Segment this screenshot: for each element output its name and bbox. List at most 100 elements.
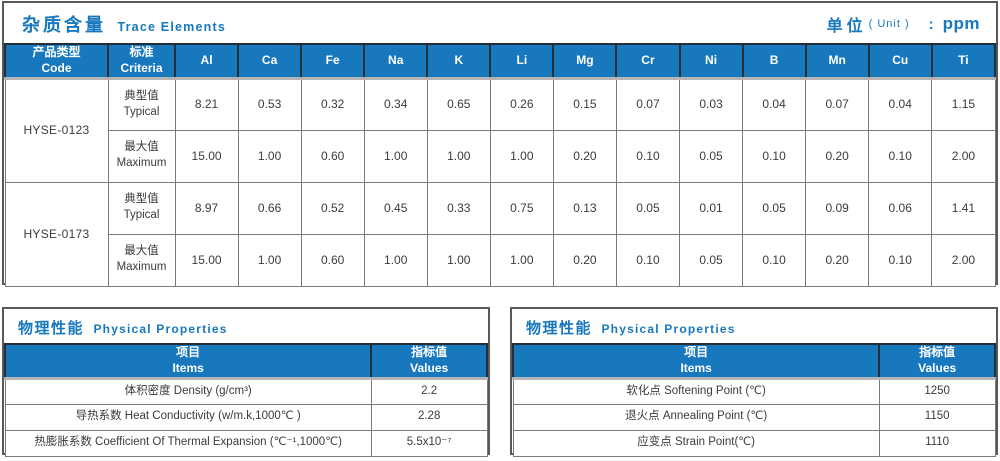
value-cell: 15.00 [174, 129, 239, 183]
trace-elements-title-en: Trace Elements [117, 20, 226, 34]
value-cell: 2.00 [931, 233, 996, 287]
trace-elements-title: 杂质含量 Trace Elements [22, 11, 226, 37]
unit-label: 单位 ( Unit ) : ppm [827, 12, 980, 36]
value-cell: 0.34 [363, 77, 428, 131]
table-row-annealing-point: 退火点 Annealing Point (℃) 1150 [512, 403, 996, 431]
physical-right-title-row: 物理性能 Physical Properties [512, 309, 996, 343]
unit-label-zh: 单位 [826, 18, 867, 35]
physical-left-header-row: 项目 Items 指标值 Values [3, 343, 488, 380]
value-cell: 1.00 [237, 233, 302, 287]
value-cell: 0.10 [742, 233, 807, 287]
value-cell: 0.26 [489, 77, 554, 131]
value-cell: 0.20 [805, 233, 870, 287]
header-element-b: B [741, 43, 807, 80]
trace-header-row: 产品类型 Code 标准 Criteria Al Ca Fe Na K Li M… [4, 43, 997, 80]
item-cell: 热膨胀系数 Coefficient Of Thermal Expansion (… [4, 429, 372, 457]
value-cell: 0.05 [615, 181, 681, 235]
value-cell: 1.00 [426, 233, 491, 287]
value-cell: 1.00 [489, 129, 554, 183]
value-cell: 0.05 [678, 233, 744, 287]
physical-properties-panel-right: 物理性能 Physical Properties 项目 Items 指标值 Va… [510, 307, 998, 457]
value-cell: 0.20 [805, 129, 870, 183]
value-cell: 1.00 [237, 129, 302, 183]
table-row-heat-conductivity: 导热系数 Heat Conductivity (w/m.k,1000℃ ) 2.… [4, 403, 488, 431]
physical-right-table: 项目 Items 指标值 Values 软化点 Softening Point … [511, 343, 996, 457]
value-cell: 0.09 [805, 181, 870, 235]
header-code: 产品类型 Code [4, 43, 109, 80]
physical-right-title-en: Physical Properties [601, 321, 736, 336]
item-cell: 软化点 Softening Point (℃) [512, 377, 880, 405]
value-cell: 8.21 [174, 77, 239, 131]
value-cell: 0.13 [552, 181, 617, 235]
header-element-cu: Cu [867, 43, 933, 80]
product-code-hyse0173: HYSE-0173 [4, 181, 109, 287]
value-cell: 0.03 [678, 77, 744, 131]
value-cell: 0.10 [615, 233, 681, 287]
header-values: 指标值 Values [370, 343, 488, 380]
physical-left-title-row: 物理性能 Physical Properties [4, 309, 488, 343]
physical-left-table: 项目 Items 指标值 Values 体积密度 Density (g/cm³)… [3, 343, 488, 457]
value-cell: 0.10 [615, 129, 681, 183]
physical-left-title: 物理性能 Physical Properties [18, 317, 228, 338]
value-cell: 1250 [878, 377, 996, 405]
physical-right-title: 物理性能 Physical Properties [526, 317, 736, 338]
value-cell: 2.00 [931, 129, 996, 183]
physical-left-title-zh: 物理性能 [18, 319, 85, 337]
trace-elements-title-zh: 杂质含量 [22, 15, 106, 35]
value-cell: 0.07 [805, 77, 870, 131]
unit-value: ppm [942, 14, 980, 33]
criteria-typical-label: 典型值 Typical [107, 181, 176, 235]
value-cell: 1150 [878, 403, 996, 431]
header-element-ca: Ca [237, 43, 303, 80]
physical-properties-panel-left: 物理性能 Physical Properties 项目 Items 指标值 Va… [2, 307, 490, 457]
value-cell: 0.32 [300, 77, 365, 131]
value-cell: 0.33 [426, 181, 491, 235]
value-cell: 15.00 [174, 233, 239, 287]
unit-label-en: ( Unit ) [868, 18, 910, 30]
value-cell: 1.00 [363, 129, 428, 183]
header-element-mn: Mn [804, 43, 870, 80]
value-cell: 1.00 [489, 233, 554, 287]
value-cell: 0.05 [742, 181, 807, 235]
header-element-ti: Ti [930, 43, 997, 80]
header-element-k: K [426, 43, 492, 80]
value-cell: 0.75 [489, 181, 554, 235]
trace-elements-title-row: 杂质含量 Trace Elements 单位 ( Unit ) : ppm [4, 3, 996, 43]
value-cell: 5.5x10⁻⁷ [370, 429, 488, 457]
physical-right-header-row: 项目 Items 指标值 Values [511, 343, 996, 380]
table-row-thermal-expansion: 热膨胀系数 Coefficient Of Thermal Expansion (… [4, 429, 488, 457]
value-cell: 0.15 [552, 77, 617, 131]
table-row-density: 体积密度 Density (g/cm³) 2.2 [4, 377, 488, 405]
value-cell: 1.41 [931, 181, 996, 235]
value-cell: 1.00 [426, 129, 491, 183]
value-cell: 0.45 [363, 181, 428, 235]
trace-elements-table: 产品类型 Code 标准 Criteria Al Ca Fe Na K Li M… [4, 43, 997, 287]
header-element-cr: Cr [615, 43, 681, 80]
unit-colon: : [928, 15, 934, 33]
item-cell: 应变点 Strain Point(℃) [512, 429, 880, 457]
value-cell: 0.60 [300, 233, 365, 287]
physical-right-title-zh: 物理性能 [526, 319, 593, 337]
header-element-li: Li [489, 43, 555, 80]
table-row-hyse0173-typical: HYSE-0173 典型值 Typical 8.97 0.66 0.52 0.4… [4, 181, 996, 287]
value-cell: 0.07 [615, 77, 681, 131]
physical-properties-row: 物理性能 Physical Properties 项目 Items 指标值 Va… [2, 307, 998, 457]
value-cell: 2.28 [370, 403, 488, 431]
value-cell: 1110 [878, 429, 996, 457]
header-items: 项目 Items [3, 343, 373, 380]
value-cell: 0.06 [868, 181, 933, 235]
value-cell: 0.10 [868, 233, 933, 287]
header-element-na: Na [363, 43, 429, 80]
value-cell: 0.10 [742, 129, 807, 183]
header-element-ni: Ni [678, 43, 744, 80]
item-cell: 体积密度 Density (g/cm³) [4, 377, 372, 405]
value-cell: 1.00 [363, 233, 428, 287]
value-cell: 0.53 [237, 77, 302, 131]
header-element-fe: Fe [300, 43, 366, 80]
value-cell: 0.01 [678, 181, 744, 235]
header-criteria: 标准 Criteria [107, 43, 176, 80]
criteria-maximum-label: 最大值 Maximum [107, 233, 176, 287]
value-cell: 0.20 [552, 233, 617, 287]
table-row-hyse0173-maximum: 最大值 Maximum 15.00 1.00 0.60 1.00 1.00 1.… [5, 233, 996, 287]
header-values: 指标值 Values [878, 343, 996, 380]
